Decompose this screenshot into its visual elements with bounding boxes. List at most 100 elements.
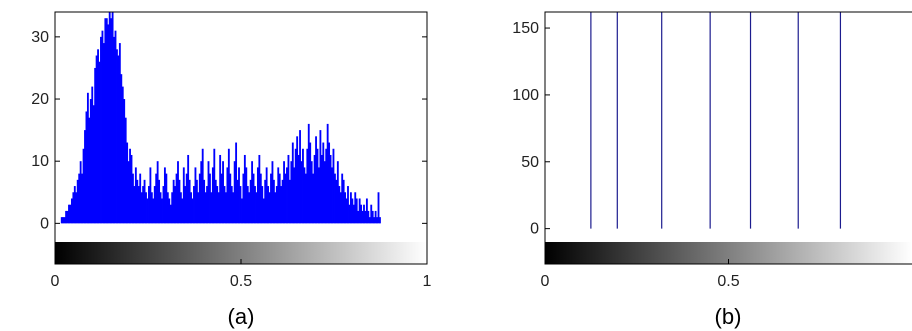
histogram-bar bbox=[249, 179, 252, 224]
histogram-bar bbox=[319, 130, 322, 224]
histogram-bar bbox=[207, 161, 210, 224]
histogram-bar bbox=[223, 186, 226, 224]
histogram-bar bbox=[209, 173, 211, 224]
histogram-bar bbox=[132, 173, 134, 224]
histogram-bar bbox=[286, 167, 288, 224]
histogram-bar bbox=[275, 186, 278, 224]
histogram-bar bbox=[143, 179, 146, 224]
histogram-bar bbox=[104, 18, 107, 224]
histogram-bar bbox=[280, 186, 283, 224]
histogram-bar bbox=[210, 192, 213, 224]
histogram-bar bbox=[377, 192, 380, 224]
histogram-bar bbox=[123, 99, 126, 224]
y-tick-label: 0 bbox=[40, 215, 49, 232]
panel-b-axes-box bbox=[544, 11, 912, 265]
histogram-bar bbox=[129, 148, 131, 224]
histogram-bar bbox=[246, 186, 249, 224]
y-tick-label: 50 bbox=[521, 154, 539, 171]
histogram-bar bbox=[169, 204, 172, 224]
histogram-bar bbox=[352, 204, 355, 224]
histogram-bar bbox=[332, 148, 335, 224]
histogram-bar bbox=[360, 204, 363, 224]
histogram-bar bbox=[361, 210, 364, 224]
y-tick-label: 10 bbox=[31, 153, 49, 170]
histogram-bar bbox=[94, 67, 97, 224]
histogram-bar bbox=[150, 192, 153, 224]
histogram-bar bbox=[230, 186, 233, 224]
histogram-bar bbox=[166, 192, 169, 224]
histogram-bar bbox=[338, 186, 341, 224]
histogram-bar bbox=[161, 198, 163, 224]
histogram-bar bbox=[242, 173, 245, 224]
histogram-bar bbox=[347, 186, 349, 224]
histogram-bar bbox=[277, 167, 280, 224]
histogram-bar bbox=[315, 136, 317, 224]
histogram-bar bbox=[245, 167, 248, 224]
histogram-bar bbox=[102, 43, 105, 224]
histogram-bar bbox=[365, 198, 368, 224]
histogram-bar bbox=[140, 192, 143, 224]
histogram-bar bbox=[306, 148, 309, 224]
histogram-bar bbox=[190, 192, 192, 224]
histogram-bar bbox=[320, 154, 323, 224]
histogram-bar bbox=[322, 142, 325, 224]
histogram-bar bbox=[81, 173, 84, 224]
histogram-bar bbox=[287, 154, 290, 224]
histogram-bar bbox=[349, 192, 352, 224]
histogram-bar bbox=[271, 161, 274, 224]
histogram-bar bbox=[267, 186, 270, 224]
histogram-bar bbox=[323, 161, 326, 224]
histogram-bar bbox=[345, 198, 348, 224]
y-tick-label: 20 bbox=[31, 91, 49, 108]
histogram-bar bbox=[309, 142, 312, 224]
histogram-bar bbox=[302, 148, 304, 224]
histogram-bar bbox=[146, 198, 149, 224]
histogram-bar bbox=[203, 179, 206, 224]
histogram-bar bbox=[236, 179, 239, 224]
x-tick-label: 1 bbox=[423, 273, 432, 290]
histogram-bar bbox=[91, 86, 94, 224]
histogram-bar bbox=[379, 217, 381, 224]
histogram-bar bbox=[214, 179, 217, 224]
histogram-bar bbox=[97, 49, 99, 224]
histogram-bar bbox=[262, 198, 265, 224]
histogram-bar bbox=[358, 198, 361, 224]
histogram-bar bbox=[313, 154, 316, 224]
histogram-bar bbox=[312, 173, 315, 224]
histogram-bar bbox=[336, 161, 339, 224]
histogram-bar bbox=[153, 186, 156, 224]
histogram-bar bbox=[66, 210, 69, 224]
histogram-bar bbox=[142, 186, 145, 224]
histogram-bar bbox=[371, 210, 374, 224]
histogram-bar bbox=[187, 154, 190, 224]
histogram-bar bbox=[163, 167, 166, 224]
histogram-bar bbox=[65, 210, 68, 224]
histogram-bar bbox=[174, 186, 177, 224]
histogram-bar bbox=[220, 173, 223, 224]
histogram-bar bbox=[79, 161, 82, 224]
histogram-bar bbox=[326, 123, 329, 224]
histogram-bar bbox=[60, 217, 63, 224]
histogram-bar bbox=[195, 179, 198, 224]
histogram-bar bbox=[158, 179, 161, 224]
histogram-bar bbox=[355, 198, 358, 224]
histogram-bar bbox=[290, 161, 293, 224]
histogram-bar bbox=[261, 186, 264, 224]
histogram-bar bbox=[159, 192, 162, 224]
histogram-bar bbox=[341, 173, 344, 224]
histogram-bar bbox=[303, 167, 306, 224]
histogram-bar bbox=[75, 192, 78, 224]
histogram-bar bbox=[117, 55, 120, 224]
histogram-bar bbox=[217, 192, 220, 224]
histogram-bar bbox=[367, 210, 370, 224]
histogram-bar bbox=[101, 30, 104, 224]
panel-b-caption: (b) bbox=[715, 304, 742, 329]
histogram-bar bbox=[331, 167, 333, 224]
histogram-bar bbox=[252, 173, 255, 224]
histogram-bar bbox=[118, 43, 121, 224]
histogram-bar bbox=[184, 186, 187, 224]
histogram-bar bbox=[342, 179, 345, 224]
histogram-bar bbox=[354, 192, 357, 224]
histogram-bar bbox=[297, 154, 300, 224]
histogram-bar bbox=[70, 198, 73, 224]
